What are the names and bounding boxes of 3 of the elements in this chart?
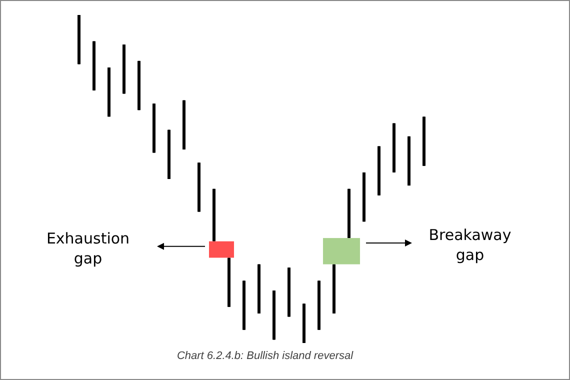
- annotation: Breakaway gap: [428, 226, 512, 264]
- text: Chart 6.2.4.b: Bullish island reversal: [176, 350, 354, 362]
- annotation: Exhaustion gap: [46, 229, 130, 268]
